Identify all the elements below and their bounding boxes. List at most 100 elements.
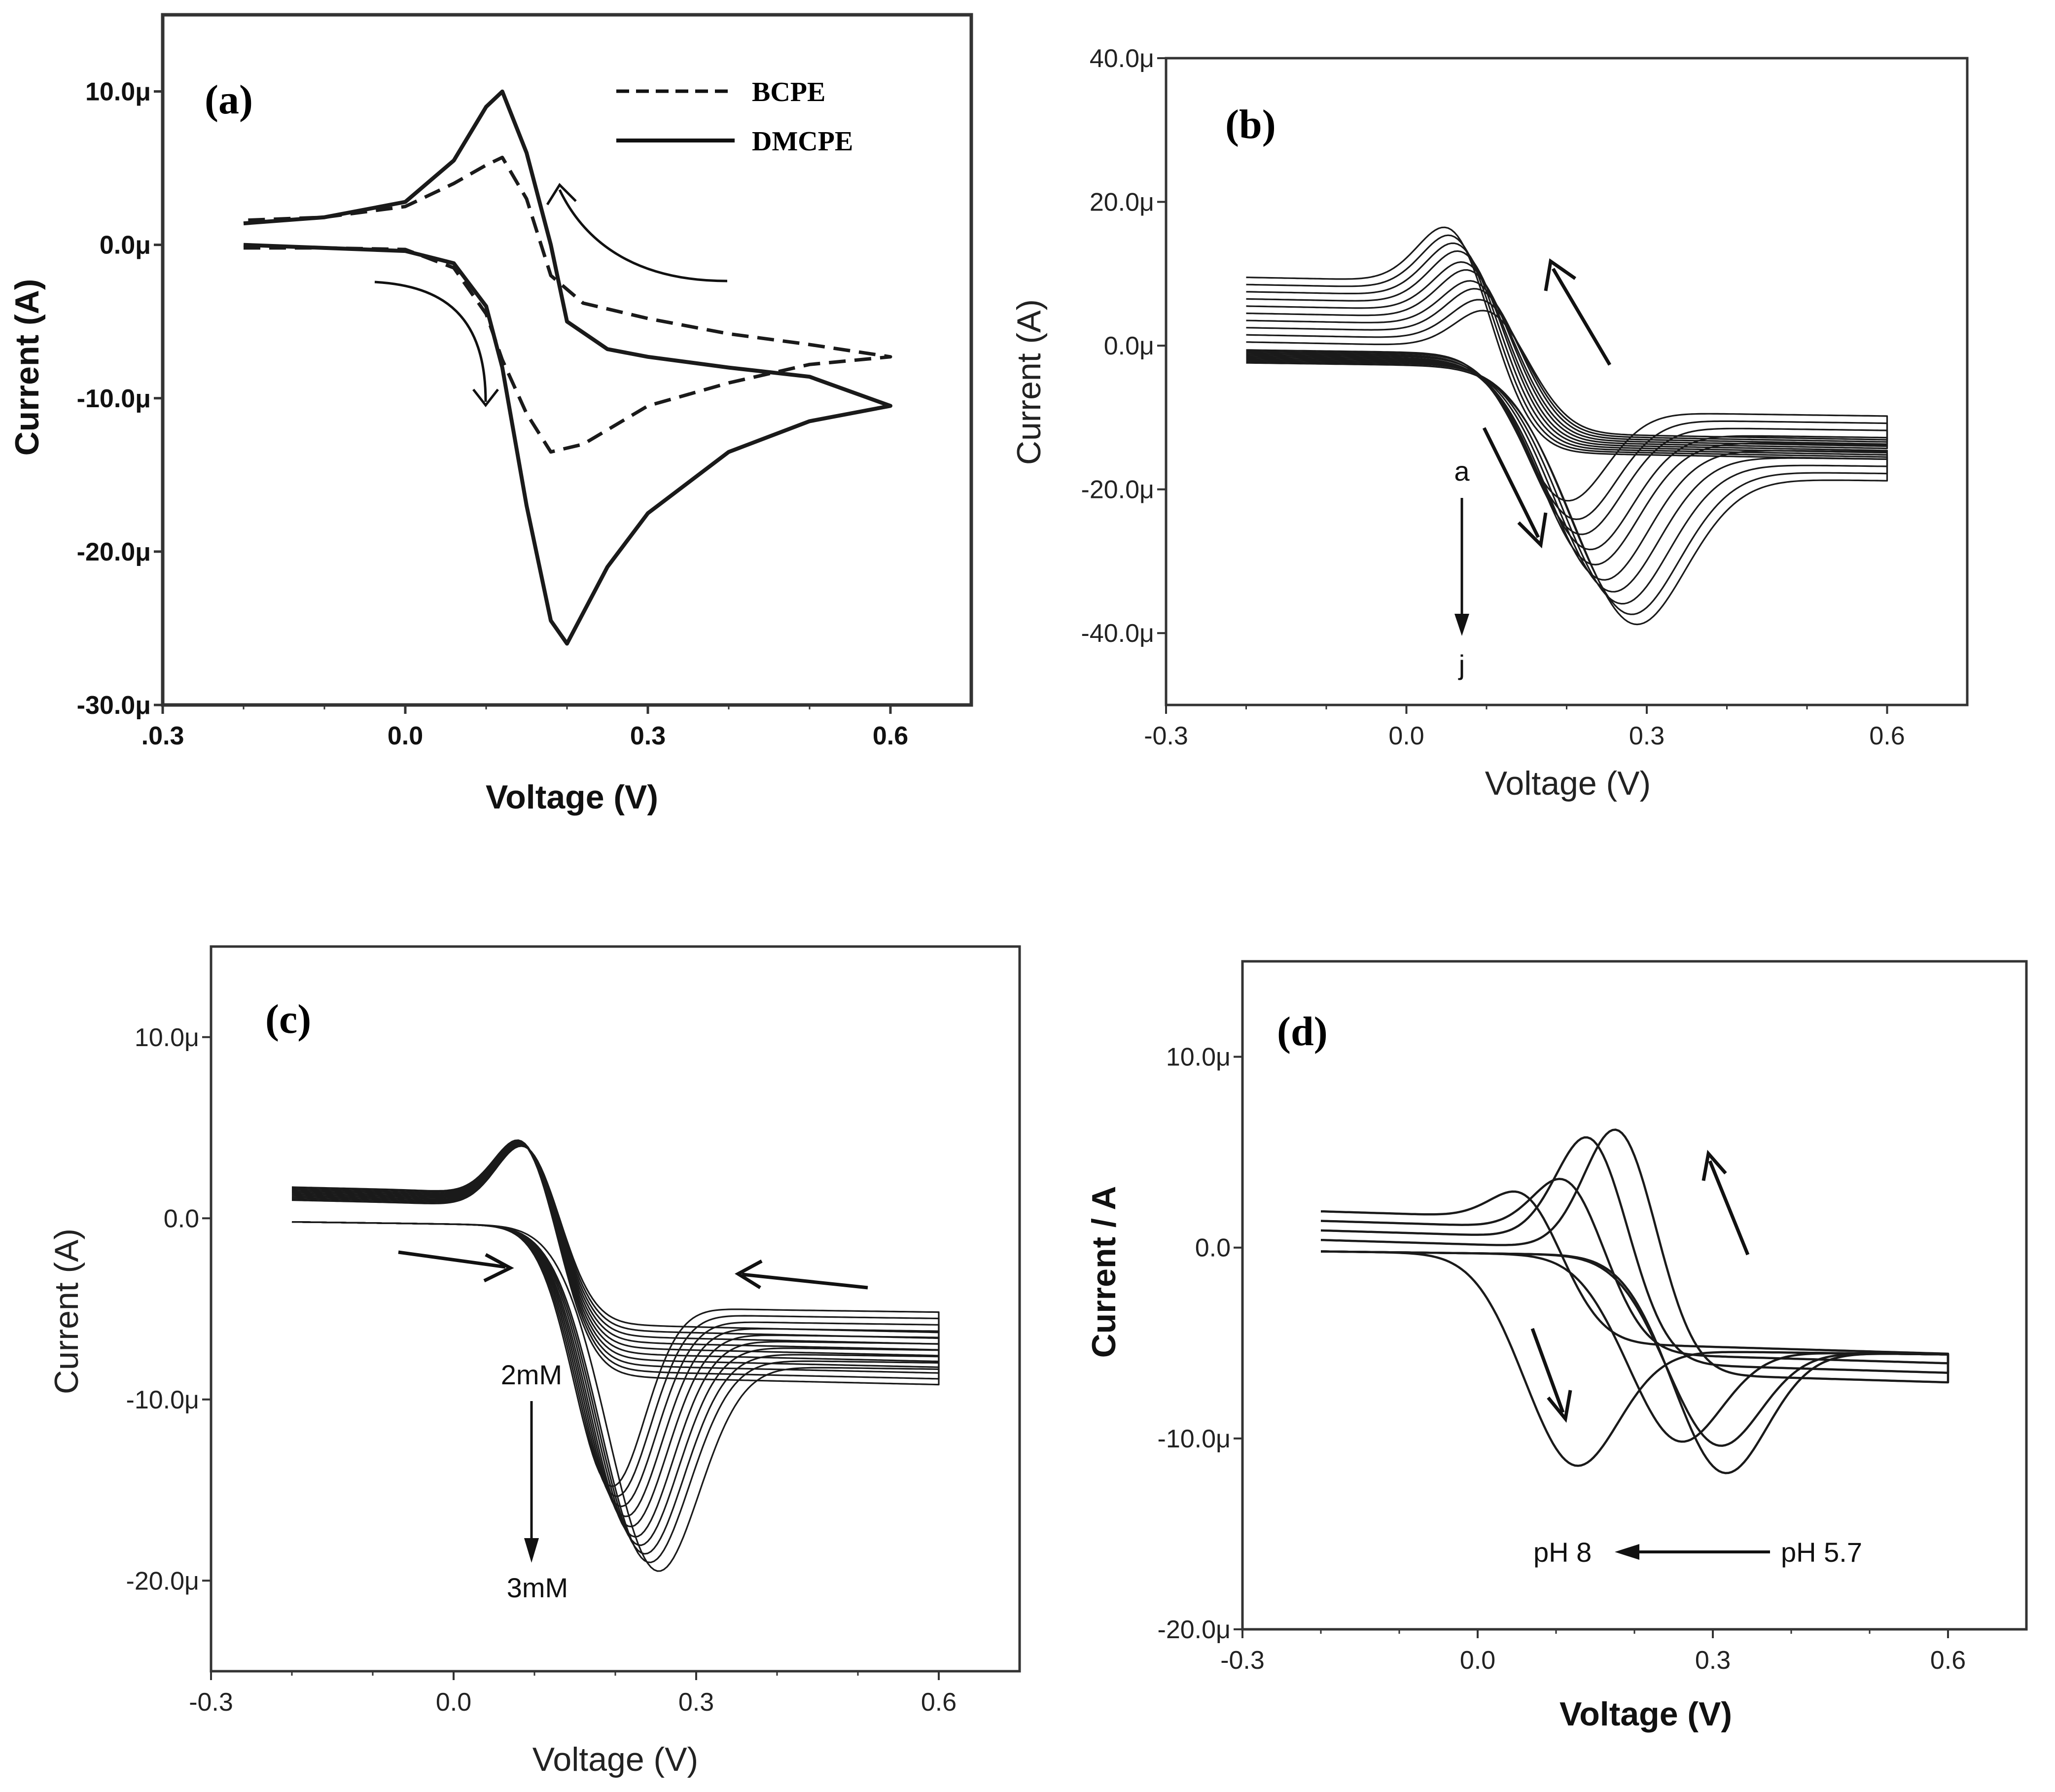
panel-a-x-tick-label: 0.0 <box>388 722 423 750</box>
panel-d-forward-arrow <box>1530 1328 1565 1413</box>
legend-bcpe-label: BCPE <box>752 77 825 107</box>
panel-d-annotation-ph57: pH 5.7 <box>1781 1537 1862 1568</box>
panel-c-annotation-3mm: 3mM <box>507 1572 568 1603</box>
panel-a-series <box>243 89 892 646</box>
panel-d-ph-arrowhead <box>1615 1544 1639 1560</box>
panel-b-x-title: Voltage (V) <box>1485 765 1651 802</box>
panel-a-x-title: Voltage (V) <box>486 778 658 816</box>
panel-b-forward-arrow <box>1482 427 1540 538</box>
panel-d-series <box>1320 1128 1949 1475</box>
panel-d-y-tick-label: 10.0μ <box>1166 1043 1231 1072</box>
panel-a-y-tick-label: -30.0μ <box>77 691 151 720</box>
panel-d-ticks: -0.3 0.0 0.3 0.6 10.0μ 0.0 -10.0μ -20.0μ <box>1158 1043 1966 1675</box>
panel-b-y-tick-label: -40.0μ <box>1081 619 1154 648</box>
panel-b-frame <box>1165 57 1969 706</box>
panel-c-x-tick-label: 0.6 <box>921 1688 957 1717</box>
panel-d-frame <box>1241 960 2028 1631</box>
panel-d-x-title: Voltage (V) <box>1559 1695 1732 1733</box>
panel-c-y-tick-label: 10.0μ <box>135 1023 199 1052</box>
panel-d-x-tick-label: 0.6 <box>1930 1646 1966 1675</box>
panel-d-x-tick-label: -0.3 <box>1220 1646 1265 1675</box>
panel-b-x-tick-label: -0.3 <box>1144 722 1188 750</box>
panel-a-x-tick-label: .0.3 <box>142 722 184 750</box>
panel-b: (b) -0.3 0.0 0.3 0.6 40.0μ 20.0μ 0.0μ -20.0μ -40… <box>1010 44 1969 802</box>
cv-curve-dmcpe <box>243 89 892 646</box>
cv-curve-b-d <box>1246 280 1888 551</box>
panel-b-series <box>1246 226 1888 626</box>
cv-curve-d-4 <box>1320 1190 1949 1467</box>
cv-curve-c-9 <box>291 1139 940 1563</box>
panel-b-y-tick-label: 0.0μ <box>1104 332 1154 360</box>
panel-c-reverse-arrow <box>742 1272 868 1290</box>
cv-curve-b-b <box>1246 299 1888 520</box>
panel-d: (d) -0.3 0.0 0.3 0.6 10.0μ 0.0 -10.0μ -20.0μ pH… <box>1085 960 2028 1733</box>
cv-curve-d-2 <box>1320 1136 1949 1447</box>
panel-a-reverse-arrowhead <box>546 183 577 206</box>
panel-a-frame <box>161 13 973 707</box>
panel-d-y-tick-label: -10.0μ <box>1158 1425 1231 1453</box>
panel-b-ticks: -0.3 0.0 0.3 0.6 40.0μ 20.0μ 0.0μ -20.0μ -40.0μ <box>1081 44 1905 750</box>
panel-d-reverse-arrow <box>1708 1160 1750 1256</box>
panel-c-ticks: -0.3 0.0 0.3 0.6 10.0μ 0.0 -10.0μ -20.0μ <box>126 1023 957 1717</box>
panel-b-reverse-arrowhead <box>1544 258 1577 291</box>
panel-c-frame <box>210 945 1021 1673</box>
cv-curve-b-c <box>1246 288 1888 535</box>
panel-d-forward-arrowhead <box>1547 1390 1572 1423</box>
panel-a: (a) .0.3 0.0 0.3 0.6 10.0μ 0.0μ -10.0μ -20.0μ -3… <box>8 13 973 816</box>
panel-a-x-tick-label: 0.6 <box>873 722 908 750</box>
panel-b-x-tick-label: 0.6 <box>1869 722 1905 750</box>
panel-a-y-title: Current (A) <box>8 279 46 456</box>
panel-b-y-tick-label: 40.0μ <box>1090 44 1154 73</box>
panel-a-x-tick-label: 0.3 <box>630 722 666 750</box>
panel-c-reverse-arrowhead <box>735 1259 763 1289</box>
panel-c-forward-arrowhead <box>483 1253 514 1283</box>
panel-d-y-tick-label: 0.0 <box>1195 1234 1231 1263</box>
panel-b-label: (b) <box>1225 102 1276 147</box>
panel-c-y-tick-label: -10.0μ <box>126 1386 199 1414</box>
panel-b-x-tick-label: 0.0 <box>1388 722 1424 750</box>
panel-b-y-title: Current (A) <box>1010 299 1048 465</box>
panel-d-x-tick-label: 0.0 <box>1460 1646 1495 1675</box>
cv-curve-d-3 <box>1320 1178 1949 1443</box>
cv-curve-b-j <box>1246 226 1888 626</box>
panel-a-forward-arrow <box>374 281 487 402</box>
panel-c-y-tick-label: -20.0μ <box>126 1567 199 1595</box>
panel-b-annotation-a: a <box>1454 456 1470 487</box>
panel-d-annotation-ph8: pH 8 <box>1533 1537 1592 1568</box>
panel-a-y-tick-label: -10.0μ <box>77 385 151 413</box>
panel-c: (c) -0.3 0.0 0.3 0.6 10.0μ 0.0 -10.0μ -20.0μ 2m… <box>48 945 1021 1778</box>
panel-b-y-tick-label: 20.0μ <box>1090 188 1154 217</box>
panel-a-label: (a) <box>205 77 253 123</box>
panel-c-forward-arrow <box>398 1250 506 1269</box>
panel-c-x-tick-label: 0.3 <box>678 1688 714 1717</box>
panel-d-y-title: Current / A <box>1085 1186 1123 1358</box>
panel-a-y-tick-label: 10.0μ <box>85 78 151 106</box>
panel-d-y-tick-label: -20.0μ <box>1158 1616 1231 1644</box>
panel-b-y-tick-label: -20.0μ <box>1081 476 1154 504</box>
panel-c-x-title: Voltage (V) <box>532 1741 698 1778</box>
panel-c-series <box>291 1139 940 1572</box>
panel-a-reverse-arrow <box>558 189 728 282</box>
panel-c-label: (c) <box>265 996 311 1042</box>
panel-a-y-tick-label: -20.0μ <box>77 538 151 566</box>
legend-dmcpe-label: DMCPE <box>752 126 853 157</box>
panel-a-y-tick-label: 0.0μ <box>100 231 151 260</box>
cv-curve-c-10 <box>291 1140 940 1572</box>
panel-c-annotation-2mm: 2mM <box>501 1359 562 1390</box>
panel-b-reverse-arrow <box>1551 268 1612 366</box>
panel-b-x-tick-label: 0.3 <box>1629 722 1665 750</box>
panel-b-forward-arrowhead <box>1517 512 1548 549</box>
cv-curve-b-a <box>1246 310 1888 502</box>
panel-c-y-tick-label: 0.0 <box>164 1204 199 1233</box>
cv-curve-c-3 <box>291 1144 940 1508</box>
panel-c-series-arrowhead <box>524 1538 539 1563</box>
panel-c-x-tick-label: 0.0 <box>436 1688 471 1717</box>
panel-d-reverse-arrowhead <box>1701 1150 1727 1181</box>
panel-b-annotation-j: j <box>1458 649 1465 680</box>
panel-d-x-tick-label: 0.3 <box>1695 1646 1731 1675</box>
panel-d-label: (d) <box>1277 1009 1328 1054</box>
panel-c-y-title: Current (A) <box>48 1229 85 1394</box>
panel-b-series-arrowhead <box>1454 614 1469 636</box>
panel-a-ticks: .0.3 0.0 0.3 0.6 10.0μ 0.0μ -10.0μ -20.0μ -30.0μ <box>77 78 908 750</box>
